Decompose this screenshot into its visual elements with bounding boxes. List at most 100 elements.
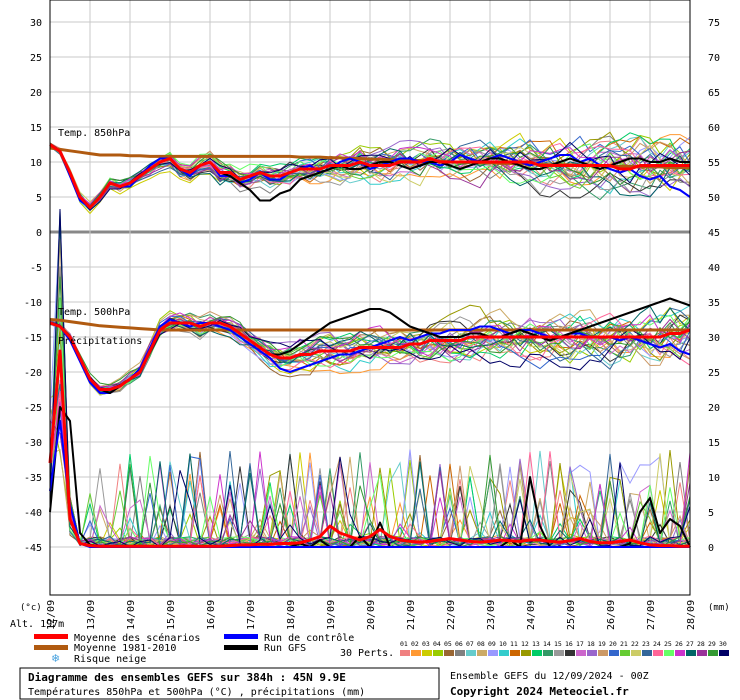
pert-swatch [686,650,696,656]
pert-number: 27 [686,640,694,648]
pert-swatch [488,650,498,656]
right-tick-label: 50 [708,193,720,204]
pert-swatch [587,650,597,656]
precip-annotation: Précipitations [58,335,142,347]
pert-number: 09 [488,640,496,648]
pert-swatch [565,650,575,656]
pert-swatch [697,650,707,656]
left-tick-label: 0 [36,228,42,239]
pert-number: 10 [499,640,507,648]
pert-swatch [466,650,476,656]
date-label: 25/09 [566,600,577,630]
pert-swatch [521,650,531,656]
series-t500-line [49,318,690,332]
ensemble-precip-line [49,276,691,548]
pert-swatch [631,650,641,656]
legend-gfs-label: Run GFS [264,643,306,654]
ensemble-t500-line [49,319,691,390]
left-tick-label: -10 [24,298,42,309]
left-tick-label: 10 [30,158,42,169]
pert-swatch [400,650,410,656]
pert-swatch [444,650,454,656]
pert-number: 22 [631,640,639,648]
pert-swatch [675,650,685,656]
pert-number: 18 [587,640,595,648]
pert-swatch [598,650,608,656]
date-label: 19/09 [326,600,337,630]
pert-number: 12 [521,640,529,648]
pert-number: 25 [664,640,672,648]
right-tick-label: 70 [708,53,720,64]
pert-swatch [455,650,465,656]
pert-swatch [576,650,586,656]
legend: Moyenne des scénarios Moyenne 1981-2010 … [34,632,729,665]
left-tick-label: -30 [24,438,42,449]
pert-swatch [499,650,509,656]
pert-number: 11 [510,640,518,648]
legend-mean-swatch [34,634,68,639]
pert-swatch [510,650,520,656]
left-tick-label: -40 [24,508,42,519]
legend-gfs-swatch [224,645,258,650]
date-label: 22/09 [446,600,457,630]
pert-number: 24 [653,640,661,648]
perturbation-legend: 01 02 03 04 05 06 07 08 09 10 11 12 13 14 15 16 17 18 19 20… [400,640,729,656]
date-label: 15/09 [166,600,177,630]
left-tick-label: -45 [24,543,42,554]
left-tick-label: 30 [30,18,42,29]
series-t850-line [49,143,691,209]
pert-number: 29 [708,640,716,648]
legend-clim-swatch [34,645,68,650]
date-label: 20/09 [366,600,377,630]
right-tick-label: 30 [708,333,720,344]
date-label: 26/09 [606,600,617,630]
date-label: 24/09 [526,600,537,630]
pert-number: 01 [400,640,408,648]
date-label: 21/09 [406,600,417,630]
pert-swatch [653,650,663,656]
snowflake-icon: ❄ [51,652,60,665]
pert-swatch [543,650,553,656]
legend-clim-label: Moyenne 1981-2010 [74,643,176,654]
right-tick-label: 65 [708,88,720,99]
pert-swatch [532,650,542,656]
t850-annotation: Temp. 850hPa [58,128,130,139]
t500-annotation: Temp. 500hPa [58,307,130,318]
left-tick-label: -15 [24,333,42,344]
run-info: Ensemble GEFS du 12/09/2024 - 00Z [450,671,649,682]
date-label: 16/09 [206,600,217,630]
pert-number: 16 [565,640,573,648]
pert-swatch [477,650,487,656]
date-axis-labels: 12/09 13/09 14/09 15/09 16/09 17/09 18/09 19/09… [46,600,697,630]
right-tick-label: 40 [708,263,720,274]
right-tick-label: 15 [708,438,720,449]
pert-swatch [620,650,630,656]
date-label: 27/09 [646,600,657,630]
series-t850-line [49,143,690,209]
legend-control-label: Run de contrôle [264,632,354,644]
pert-number: 30 [719,640,727,648]
left-tick-label: 5 [36,193,42,204]
date-label: 17/09 [246,600,257,630]
left-tick-label: -20 [24,368,42,379]
chart-subtitle: Températures 850hPa et 500hPa (°C) , pré… [28,686,365,698]
left-tick-label: -25 [24,403,42,414]
right-tick-label: 10 [708,473,720,484]
date-label: 14/09 [126,600,137,630]
left-axis-ticks: 30 25 20 15 10 5 0 -5 -10 -15 -20 -25 -30 -35 -40 -45 [24,18,42,554]
chart-title: Diagramme des ensembles GEFS sur 384h : … [28,671,346,684]
left-tick-label: -5 [30,263,42,274]
ensemble-precip-line [49,218,691,548]
right-tick-label: 75 [708,18,720,29]
right-tick-label: 45 [708,228,720,239]
pert-number: 23 [642,640,650,648]
pert-number: 03 [422,640,430,648]
date-label: 13/09 [86,600,97,630]
left-tick-label: 15 [30,123,42,134]
pert-swatch [708,650,718,656]
pert-number: 26 [675,640,683,648]
pert-number: 17 [576,640,584,648]
left-unit-label: (°c) [20,603,42,613]
